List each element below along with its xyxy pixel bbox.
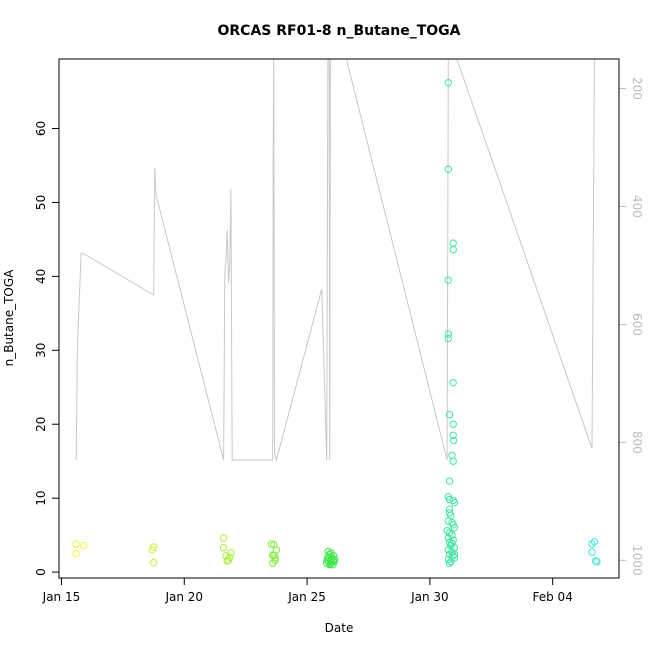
data-point — [329, 556, 337, 564]
data-point — [271, 556, 279, 564]
data-point — [443, 527, 451, 535]
y-tick-label: 30 — [34, 343, 48, 358]
x-tick-label: Jan 25 — [287, 590, 326, 604]
points-layer — [72, 79, 601, 569]
data-point — [223, 557, 231, 565]
data-point — [449, 420, 457, 428]
x-axis-label: Date — [325, 621, 354, 635]
data-point — [449, 239, 457, 247]
data-point — [450, 524, 459, 532]
data-point — [271, 554, 279, 562]
data-point — [449, 457, 457, 465]
data-point — [445, 505, 454, 513]
data-point — [444, 79, 452, 87]
y2-axis: 200 400 600 800 1000 — [618, 77, 644, 576]
data-point — [593, 558, 601, 566]
data-point — [444, 534, 452, 542]
data-point — [588, 548, 596, 556]
data-point — [449, 246, 457, 254]
data-point — [72, 540, 80, 548]
data-point — [226, 553, 234, 561]
data-point — [592, 557, 600, 565]
y2-tick-label: 800 — [630, 431, 644, 454]
data-point — [450, 498, 459, 507]
y-tick-label: 0 — [34, 568, 48, 576]
y-tick-label: 40 — [34, 269, 48, 284]
data-point — [324, 547, 332, 556]
data-point — [444, 555, 452, 564]
y-tick-label: 20 — [34, 417, 48, 432]
y2-tick-label: 200 — [630, 77, 644, 100]
x-tick-label: Jan 15 — [42, 590, 81, 604]
y2-tick-label: 1000 — [630, 545, 644, 576]
data-point — [444, 334, 452, 343]
data-point — [450, 554, 459, 562]
data-point — [219, 544, 228, 552]
data-point — [444, 276, 452, 284]
data-point — [444, 165, 452, 173]
data-point — [149, 558, 158, 567]
data-point — [450, 436, 458, 445]
data-point — [227, 549, 235, 557]
data-point — [72, 549, 80, 558]
chart-title: ORCAS RF01-8 n_Butane_TOGA — [218, 23, 461, 39]
pressure-line — [75, 59, 595, 462]
x-tick-label: Jan 20 — [164, 590, 203, 604]
plot-frame — [58, 58, 620, 579]
y-tick-label: 10 — [34, 491, 48, 506]
data-point — [590, 538, 599, 546]
data-point — [272, 546, 281, 554]
data-point — [448, 539, 456, 547]
data-point — [444, 546, 452, 554]
data-point — [219, 534, 228, 542]
data-point — [445, 410, 454, 419]
y2-tick-label: 400 — [630, 195, 644, 218]
data-point — [445, 529, 454, 537]
data-point — [445, 559, 454, 567]
x-axis: Jan 15 Jan 20 Jan 25 Jan 30 Feb 04 — [42, 577, 573, 604]
data-point — [445, 550, 454, 558]
y-axis-label: n_Butane_TOGA — [2, 269, 16, 367]
y-tick-label: 50 — [34, 195, 48, 210]
y-tick-label: 60 — [34, 121, 48, 136]
data-point — [445, 477, 454, 485]
x-tick-label: Feb 04 — [533, 590, 573, 604]
data-point — [444, 517, 452, 525]
data-point — [444, 330, 452, 338]
y-axis: 0 10 20 30 40 50 60 — [34, 121, 60, 576]
data-point — [449, 379, 457, 387]
data-point — [450, 550, 459, 558]
data-point — [447, 558, 455, 566]
data-point — [449, 431, 457, 439]
x-tick-label: Jan 30 — [410, 590, 449, 604]
data-point — [79, 541, 88, 550]
data-point — [448, 451, 456, 459]
data-point — [588, 540, 596, 548]
pressure-line-layer — [75, 59, 595, 462]
data-point — [445, 509, 454, 517]
y2-tick-label: 600 — [630, 313, 644, 336]
data-point — [149, 543, 158, 551]
